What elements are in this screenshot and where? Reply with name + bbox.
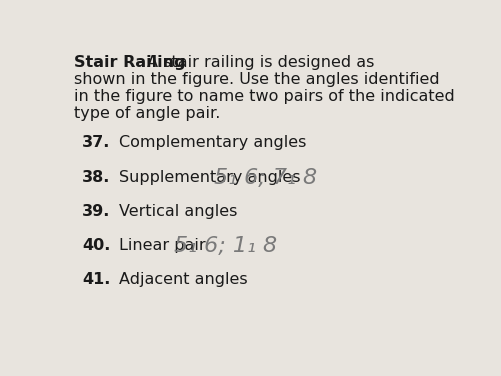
Text: 41.: 41. [82,272,110,287]
Text: Supplementary angles: Supplementary angles [119,170,301,185]
Text: 5₁ 6; 7₁ 8: 5₁ 6; 7₁ 8 [214,168,317,188]
Text: 39.: 39. [82,204,110,219]
Text: in the figure to name two pairs of the indicated: in the figure to name two pairs of the i… [74,89,455,104]
Text: shown in the figure. Use the angles identified: shown in the figure. Use the angles iden… [74,72,440,87]
Text: Complementary angles: Complementary angles [119,135,306,150]
Text: type of angle pair.: type of angle pair. [74,106,220,121]
Text: 40.: 40. [82,238,110,253]
Text: Adjacent angles: Adjacent angles [119,272,247,287]
Text: 5₁ 6; 1₁ 8: 5₁ 6; 1₁ 8 [174,237,277,256]
Text: Stair Railing: Stair Railing [74,55,186,70]
Text: 37.: 37. [82,135,110,150]
Text: 38.: 38. [82,170,110,185]
Text: Linear pair: Linear pair [119,238,205,253]
Text: Vertical angles: Vertical angles [119,204,237,219]
Text: A stair railing is designed as: A stair railing is designed as [142,55,375,70]
